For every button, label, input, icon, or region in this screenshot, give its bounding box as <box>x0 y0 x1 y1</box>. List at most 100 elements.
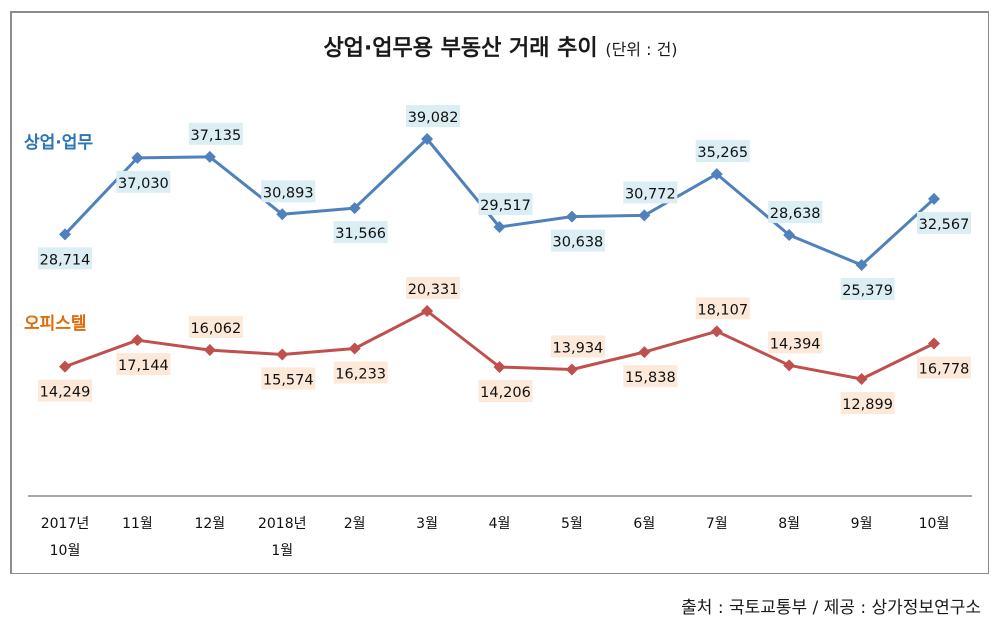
data-point-marker <box>493 220 506 233</box>
data-label: 14,394 <box>770 336 821 352</box>
data-point-marker <box>421 305 434 317</box>
data-label-background <box>116 170 171 193</box>
x-tick-label: 9월 <box>851 516 873 532</box>
data-label: 20,331 <box>408 282 459 298</box>
data-label: 18,107 <box>697 302 748 318</box>
data-label-background <box>188 122 243 145</box>
x-tick-label: 5월 <box>561 516 583 532</box>
unit-label: (단위 : 건) <box>605 40 678 59</box>
series-name-label: 상업·업무 <box>24 133 93 153</box>
data-label: 16,778 <box>919 362 970 378</box>
data-label: 29,517 <box>480 198 531 214</box>
data-point-marker <box>855 259 868 271</box>
x-tick-label: 7월 <box>706 516 728 532</box>
x-tick-label: 12월 <box>194 516 225 532</box>
data-point-marker <box>203 150 216 163</box>
data-label: 39,082 <box>408 110 459 126</box>
data-label: 28,714 <box>40 252 91 268</box>
data-point-marker <box>348 202 361 215</box>
data-label: 31,566 <box>335 226 386 242</box>
data-label-background <box>38 379 92 402</box>
data-label: 17,144 <box>118 358 169 374</box>
data-point-marker <box>493 361 506 374</box>
data-label-background <box>478 192 533 215</box>
data-label: 16,062 <box>190 321 241 337</box>
series-1: 오피스텔 14,249 17,144 16,062 15,574 16,233 20,331… <box>24 277 971 414</box>
data-label-background <box>768 201 823 224</box>
data-label: 25,379 <box>842 283 893 299</box>
data-label: 16,233 <box>335 366 386 382</box>
data-point-marker <box>783 229 796 242</box>
x-tick-label: 11월 <box>122 516 153 532</box>
data-point-marker <box>928 192 940 205</box>
data-point-marker <box>638 346 651 359</box>
data-label-background <box>623 181 678 204</box>
series-layer: 상업·업무 28,714 37,030 37,135 30,893 31,566 39,08… <box>24 105 971 414</box>
data-point-marker <box>565 363 578 376</box>
data-label-background <box>261 180 316 203</box>
data-label: 15,574 <box>263 373 314 389</box>
data-point-marker <box>855 373 868 385</box>
data-label-background <box>261 367 316 390</box>
x-tick-label: 6월 <box>633 516 655 532</box>
x-tick-labels: 2017년 10월 11월 12월 2018년 1월 2월 3월 4월 5월 6월 7월 8월 9월 10월 <box>41 516 950 559</box>
data-label: 28,638 <box>770 206 821 222</box>
data-point-marker <box>276 208 289 221</box>
data-point-marker <box>638 209 651 222</box>
data-label-background <box>840 278 895 300</box>
data-label: 35,265 <box>697 145 748 161</box>
data-label: 30,893 <box>263 185 314 201</box>
data-label-background <box>917 211 971 234</box>
data-label-background <box>768 331 823 354</box>
data-point-marker <box>203 344 216 357</box>
data-label-background <box>188 316 243 339</box>
source-caption: 출처 : 국토교통부 / 제공 : 상가정보연구소 <box>681 598 981 618</box>
series-name-label: 오피스텔 <box>24 314 87 334</box>
x-tick-label: 10월 <box>919 516 950 532</box>
data-label-background <box>116 353 171 376</box>
data-label: 14,206 <box>480 385 531 401</box>
data-label-background <box>550 335 605 358</box>
chart-frame <box>10 11 989 574</box>
data-point-marker <box>710 325 723 338</box>
data-label: 30,772 <box>625 186 676 202</box>
data-label-background <box>406 105 461 127</box>
x-tick-label: 3월 <box>416 516 438 532</box>
data-label-background <box>917 356 971 379</box>
data-label-background <box>840 392 895 414</box>
x-tick-label: 8월 <box>778 516 800 532</box>
data-point-marker <box>131 151 144 164</box>
data-label-background <box>695 140 750 163</box>
data-label-background <box>333 221 388 244</box>
x-tick-label: 10월 <box>50 543 81 559</box>
chart-title: 상업·업무용 부동산 거래 추이 (단위 : 건) <box>0 30 1001 62</box>
data-label: 14,249 <box>40 385 91 401</box>
data-label-background <box>38 247 92 270</box>
data-label-background <box>406 277 461 299</box>
data-point-marker <box>131 334 144 347</box>
data-point-marker <box>565 210 578 223</box>
series-0: 상업·업무 28,714 37,030 37,135 30,893 31,566 39,08… <box>24 105 971 300</box>
x-tick-label: 2월 <box>344 516 366 532</box>
data-label-background <box>333 361 388 384</box>
data-label-background <box>695 297 750 320</box>
x-tick-label: 4월 <box>489 516 511 532</box>
x-tick-label: 1월 <box>271 543 293 559</box>
data-point-marker <box>276 348 289 361</box>
data-label: 32,567 <box>919 217 970 233</box>
data-point-marker <box>59 360 71 373</box>
data-label: 37,030 <box>118 176 169 192</box>
data-label-background <box>623 365 678 388</box>
x-tick-label: 2018년 <box>258 516 307 532</box>
x-tick-label: 2017년 <box>41 516 90 532</box>
data-label-background <box>478 380 533 403</box>
data-label-background <box>550 229 605 252</box>
data-label: 13,934 <box>553 341 604 357</box>
chart-title-text: 상업·업무용 부동산 거래 추이 <box>323 36 598 61</box>
data-point-marker <box>928 337 940 350</box>
data-label: 15,838 <box>625 370 676 386</box>
data-point-marker <box>783 359 796 372</box>
data-point-marker <box>59 228 71 241</box>
data-point-marker <box>348 342 361 355</box>
